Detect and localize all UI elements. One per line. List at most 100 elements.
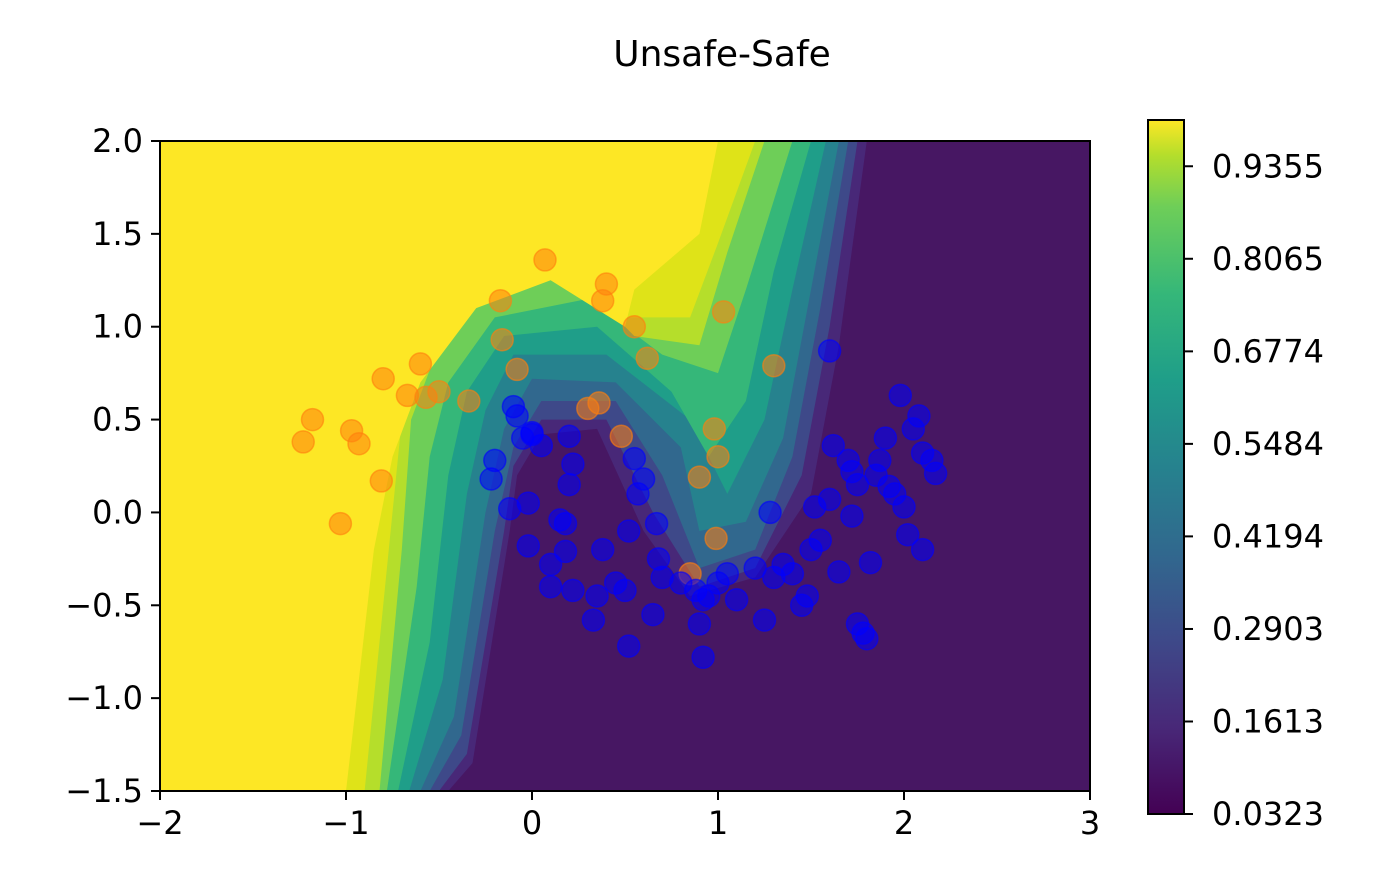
safe-point: [616, 634, 641, 658]
safe-point: [868, 448, 892, 473]
x-axis: −2 −1 0 1 2 3: [136, 791, 1100, 842]
safe-point: [622, 446, 647, 471]
safe-point: [817, 487, 842, 512]
y-tick-label: −1.5: [65, 772, 143, 810]
safe-point: [516, 491, 541, 515]
safe-point: [631, 467, 656, 491]
unsafe-point: [505, 357, 529, 382]
safe-point: [557, 472, 581, 497]
safe-point: [561, 452, 585, 476]
safe-point: [743, 556, 767, 580]
safe-point: [687, 612, 712, 636]
colorbar-tick-label: 0.4194: [1212, 517, 1324, 555]
safe-point: [877, 474, 901, 499]
safe-point: [795, 584, 820, 608]
safe-point: [758, 500, 782, 525]
colorbar-tick-label: 0.9355: [1212, 147, 1324, 185]
safe-point: [553, 539, 578, 564]
unsafe-point: [488, 288, 513, 313]
colorbar-ticks: 0.0323 0.1613 0.2903 0.4194 0.5484 0.6774 0.80…: [1184, 147, 1324, 833]
colorbar-tick-label: 0.5484: [1212, 425, 1324, 463]
unsafe-point: [408, 352, 433, 376]
safe-point: [538, 574, 563, 599]
unsafe-point: [457, 389, 481, 413]
safe-point: [821, 433, 846, 458]
colorbar-gradient: [1147, 119, 1185, 815]
plot-area: [160, 141, 1090, 791]
unsafe-point: [704, 526, 728, 551]
unsafe-point: [371, 366, 395, 391]
safe-point: [724, 587, 749, 612]
x-tick-label: −1: [322, 804, 369, 842]
unsafe-point: [711, 300, 736, 324]
safe-point: [752, 608, 777, 632]
safe-point: [553, 511, 578, 536]
unsafe-point: [622, 314, 647, 339]
colorbar-tick-label: 0.8065: [1212, 240, 1324, 278]
x-tick-label: −2: [136, 804, 183, 842]
safe-point: [817, 339, 842, 363]
unsafe-point: [762, 353, 786, 378]
safe-point: [479, 467, 503, 491]
safe-point: [616, 519, 641, 543]
contour-fill: [160, 141, 867, 791]
unsafe-point: [702, 417, 727, 441]
safe-point: [858, 550, 883, 575]
safe-point: [845, 472, 870, 497]
safe-point: [581, 608, 606, 632]
safe-point: [646, 547, 671, 571]
safe-point: [840, 504, 864, 528]
unsafe-point: [427, 379, 451, 404]
safe-point: [888, 383, 913, 408]
colorbar-tick-label: 0.1613: [1212, 702, 1324, 740]
colorbar-tick-label: 0.6774: [1212, 332, 1324, 370]
unsafe-point: [533, 248, 557, 272]
safe-point: [895, 522, 920, 547]
safe-point: [561, 578, 585, 603]
y-tick-label: 0.0: [92, 493, 143, 531]
safe-point: [505, 404, 529, 428]
safe-point: [691, 645, 715, 670]
unsafe-point: [706, 444, 730, 469]
safe-point: [715, 561, 740, 586]
x-tick-label: 0: [522, 804, 542, 842]
unsafe-point: [300, 407, 325, 432]
unsafe-point: [687, 465, 712, 489]
unsafe-point: [635, 346, 660, 371]
unsafe-point: [587, 391, 611, 415]
safe-point: [644, 511, 669, 536]
safe-point: [585, 584, 609, 608]
unsafe-point: [328, 511, 353, 536]
y-axis: −1.5 −1.0 −0.5 0.0 0.5 1.0 1.5 2.0: [65, 122, 160, 810]
chart-title: Unsafe-Safe: [613, 34, 831, 75]
unsafe-point: [490, 327, 514, 352]
safe-point: [520, 422, 544, 447]
x-tick-label: 2: [894, 804, 914, 842]
safe-point: [827, 560, 851, 584]
y-tick-label: −1.0: [65, 679, 143, 717]
unsafe-point: [291, 430, 315, 454]
y-tick-label: −0.5: [65, 586, 143, 624]
safe-point: [873, 426, 898, 450]
safe-point: [851, 621, 875, 645]
safe-point: [910, 537, 935, 562]
safe-point: [641, 602, 665, 627]
unsafe-point: [369, 469, 394, 493]
colorbar: 0.0323 0.1613 0.2903 0.4194 0.5484 0.6774 0.80…: [1147, 119, 1324, 833]
plot-frame: [159, 140, 1091, 792]
safe-point: [590, 537, 615, 562]
unsafe-point: [347, 431, 371, 456]
x-tick-label: 1: [708, 804, 728, 842]
safe-point: [892, 495, 916, 519]
colorbar-tick-label: 0.2903: [1212, 610, 1324, 648]
safe-point: [808, 528, 833, 553]
safe-point: [923, 461, 948, 486]
unsafe-point: [609, 424, 634, 449]
contour-band: [160, 141, 718, 791]
safe-point: [907, 404, 931, 428]
safe-point: [780, 561, 805, 586]
y-tick-label: 1.0: [92, 308, 143, 346]
safe-points: [479, 339, 948, 670]
y-tick-label: 0.5: [92, 401, 143, 439]
